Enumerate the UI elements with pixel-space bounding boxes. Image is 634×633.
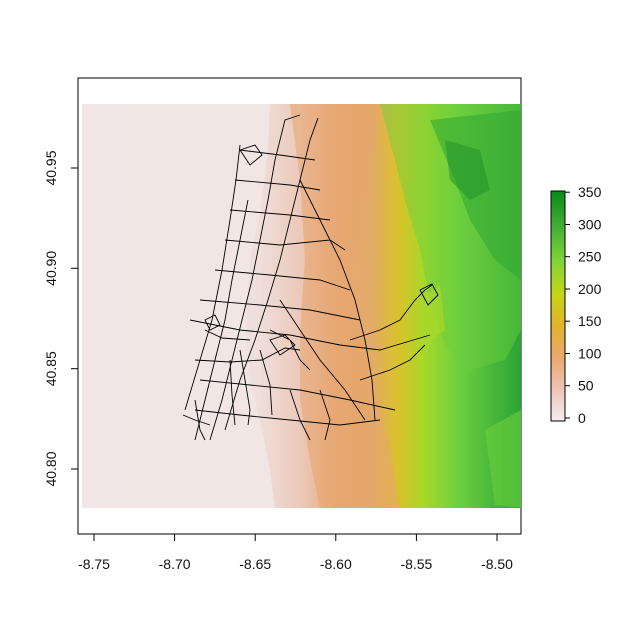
legend-label: 300 <box>578 217 602 233</box>
x-axis-ticks: -8.75 -8.70 -8.65 -8.60 -8.55 -8.50 <box>78 534 513 572</box>
y-tick-label: 40.90 <box>43 251 59 286</box>
y-tick-label: 40.95 <box>43 150 59 185</box>
legend-label: 200 <box>578 281 602 297</box>
legend-label: 0 <box>578 410 586 426</box>
x-tick-label: -8.70 <box>159 556 191 572</box>
legend-label: 150 <box>578 313 602 329</box>
y-tick-label: 40.80 <box>43 451 59 486</box>
legend-ticks <box>565 191 570 419</box>
x-tick-label: -8.65 <box>239 556 271 572</box>
y-axis-ticks: 40.80 40.85 40.90 40.95 <box>43 150 78 487</box>
x-tick-label: -8.60 <box>320 556 352 572</box>
y-tick-label: 40.85 <box>43 351 59 386</box>
legend-label: 250 <box>578 249 602 265</box>
legend-label: 350 <box>578 184 602 200</box>
legend-label: 100 <box>578 346 602 362</box>
x-tick-label: -8.75 <box>78 556 110 572</box>
x-tick-label: -8.50 <box>481 556 513 572</box>
road-network <box>182 114 439 441</box>
x-tick-label: -8.55 <box>400 556 432 572</box>
legend-label: 50 <box>578 378 594 394</box>
legend-colorbar <box>550 190 566 422</box>
color-legend: 0 50 100 150 200 250 300 350 <box>550 184 602 426</box>
elevation-raster <box>82 104 521 508</box>
